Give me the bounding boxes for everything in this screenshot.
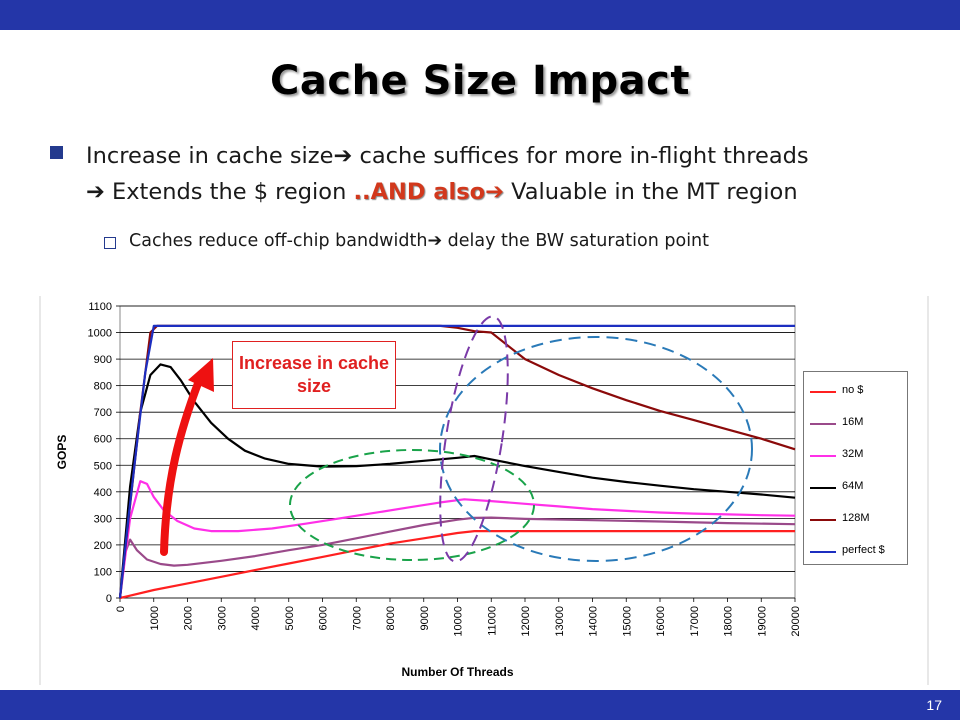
series-line-16m <box>118 516 796 599</box>
sub-bullet-part-2: delay the BW saturation point <box>442 231 710 251</box>
blue-dashed-ellipse <box>439 336 753 562</box>
green-dashed-ellipse <box>289 449 535 561</box>
legend-label: no $ <box>842 384 864 396</box>
bullet-part-4: Valuable in the MT region <box>503 179 798 205</box>
and-also-text: ..AND also <box>353 179 486 205</box>
legend-swatch <box>810 551 836 553</box>
x-tick-label: 10000 <box>453 606 465 637</box>
sub-bullet-box-icon <box>104 237 116 249</box>
x-tick-label: 9000 <box>419 606 431 630</box>
plot-area <box>119 305 796 599</box>
purple-dashed-ellipse <box>439 315 509 563</box>
x-tick-label: 3000 <box>216 606 228 630</box>
x-tick-label: 13000 <box>554 606 566 637</box>
x-tick-label: 16000 <box>655 606 667 637</box>
slide-title: Cache Size Impact <box>270 58 690 104</box>
legend-swatch <box>810 423 836 425</box>
x-tick-label: 8000 <box>385 606 397 630</box>
x-tick-label: 20000 <box>790 606 802 637</box>
x-tick-label: 14000 <box>588 606 600 637</box>
legend-swatch <box>810 455 836 457</box>
right-arrow-icon: ➔ <box>485 179 504 205</box>
right-arrow-icon: ➔ <box>333 143 353 169</box>
series-line-no- <box>119 530 795 600</box>
x-tick-label: 18000 <box>723 606 735 637</box>
bullet-square-icon <box>50 146 63 159</box>
y-tick-label: 700 <box>94 407 112 419</box>
x-tick-label: 19000 <box>756 606 768 637</box>
y-tick-label: 900 <box>94 354 112 366</box>
y-axis-label: GOPS <box>55 435 69 470</box>
y-tick-label: 800 <box>94 381 112 393</box>
series-line-perfect- <box>118 324 795 599</box>
y-tick-label: 500 <box>94 460 112 472</box>
x-tick-label: 11000 <box>486 606 498 636</box>
increase-arrow-shaft <box>160 374 204 556</box>
legend-swatch <box>810 391 836 393</box>
y-tick-label: 300 <box>94 513 112 525</box>
y-tick-label: 400 <box>94 487 112 499</box>
legend-label: 16M <box>842 416 864 428</box>
bullet-part-2: cache suffices for more in-flight thread… <box>352 143 809 169</box>
legend-swatch <box>810 519 836 521</box>
top-bar <box>0 0 960 30</box>
bullet-part-1: Increase in cache size <box>86 143 334 169</box>
page-number: 17 <box>926 697 942 713</box>
x-tick-label: 2000 <box>183 606 195 630</box>
x-tick-label: 4000 <box>250 606 262 630</box>
x-tick-label: 7000 <box>351 606 363 630</box>
right-arrow-icon: ➔ <box>86 179 105 205</box>
main-bullet: Increase in cache size➔ cache suffices f… <box>86 138 946 210</box>
y-tick-label: 100 <box>94 566 112 578</box>
x-tick-label: 5000 <box>284 606 296 630</box>
y-tick-label: 1100 <box>88 301 112 313</box>
x-tick-label: 15000 <box>621 606 633 637</box>
legend-label: 128M <box>842 512 870 524</box>
y-tick-label: 600 <box>94 434 112 446</box>
legend-label: 32M <box>842 448 864 460</box>
legend-swatch <box>810 487 836 489</box>
sub-bullet: Caches reduce off-chip bandwidth➔ delay … <box>129 231 709 251</box>
y-tick-label: 200 <box>94 540 112 552</box>
sub-bullet-part-1: Caches reduce off-chip bandwidth <box>129 231 428 251</box>
x-tick-label: 6000 <box>318 606 330 630</box>
series-line-32m <box>118 480 796 599</box>
x-tick-label: 1000 <box>149 606 161 630</box>
x-tick-label: 17000 <box>689 606 701 637</box>
y-tick-label: 0 <box>106 593 112 605</box>
series-line-64m <box>118 363 796 599</box>
bottom-bar: 17 <box>0 690 960 720</box>
x-axis-label: Number Of Threads <box>401 665 513 679</box>
y-tick-label: 1000 <box>88 328 112 340</box>
legend-label: perfect $ <box>842 544 885 556</box>
x-tick-label: 12000 <box>520 606 532 637</box>
x-tick-label: 0 <box>115 606 127 612</box>
increase-arrow-head <box>188 358 214 392</box>
right-arrow-icon: ➔ <box>427 231 443 251</box>
bullet-part-3: Extends the $ region <box>104 179 354 205</box>
legend-label: 64M <box>842 480 864 492</box>
chart-legend: no $ 16M 32M 64M 128M perfect $ <box>803 371 908 565</box>
annotation-box: Increase in cache size <box>232 341 396 409</box>
